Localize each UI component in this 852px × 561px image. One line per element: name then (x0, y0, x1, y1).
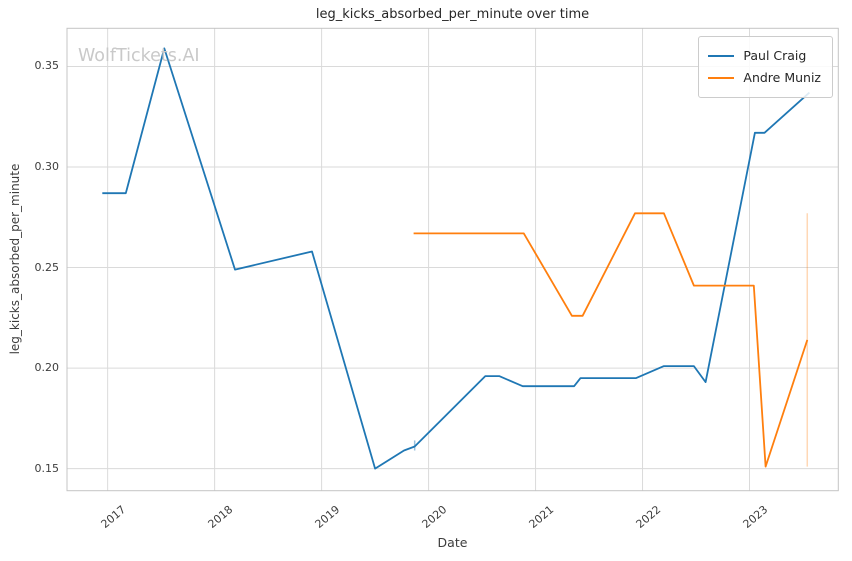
y-tick-label: 0.30 (34, 160, 60, 174)
series-line-andre-muniz (413, 212, 809, 468)
y-tick-label: 0.15 (34, 461, 60, 475)
legend-label-paul-craig: Paul Craig (743, 48, 807, 63)
legend-item-andre-muniz: Andre Muniz (708, 67, 821, 89)
legend-item-paul-craig: Paul Craig (708, 45, 821, 67)
legend: Paul Craig Andre Muniz (698, 36, 833, 98)
legend-line-swatch-orange (708, 77, 735, 79)
y-tick-label: 0.35 (34, 59, 60, 73)
legend-label-andre-muniz: Andre Muniz (743, 70, 821, 85)
plot-border (66, 27, 839, 492)
watermark: WolfTickets.AI (78, 46, 200, 66)
legend-line-swatch-blue (708, 55, 735, 57)
chart-title: leg_kicks_absorbed_per_minute over time (315, 7, 590, 22)
y-tick-label: 0.20 (34, 361, 60, 375)
series-line-paul-craig (102, 47, 811, 470)
y-tick-label: 0.25 (34, 260, 60, 274)
x-axis-label: Date (437, 535, 468, 550)
